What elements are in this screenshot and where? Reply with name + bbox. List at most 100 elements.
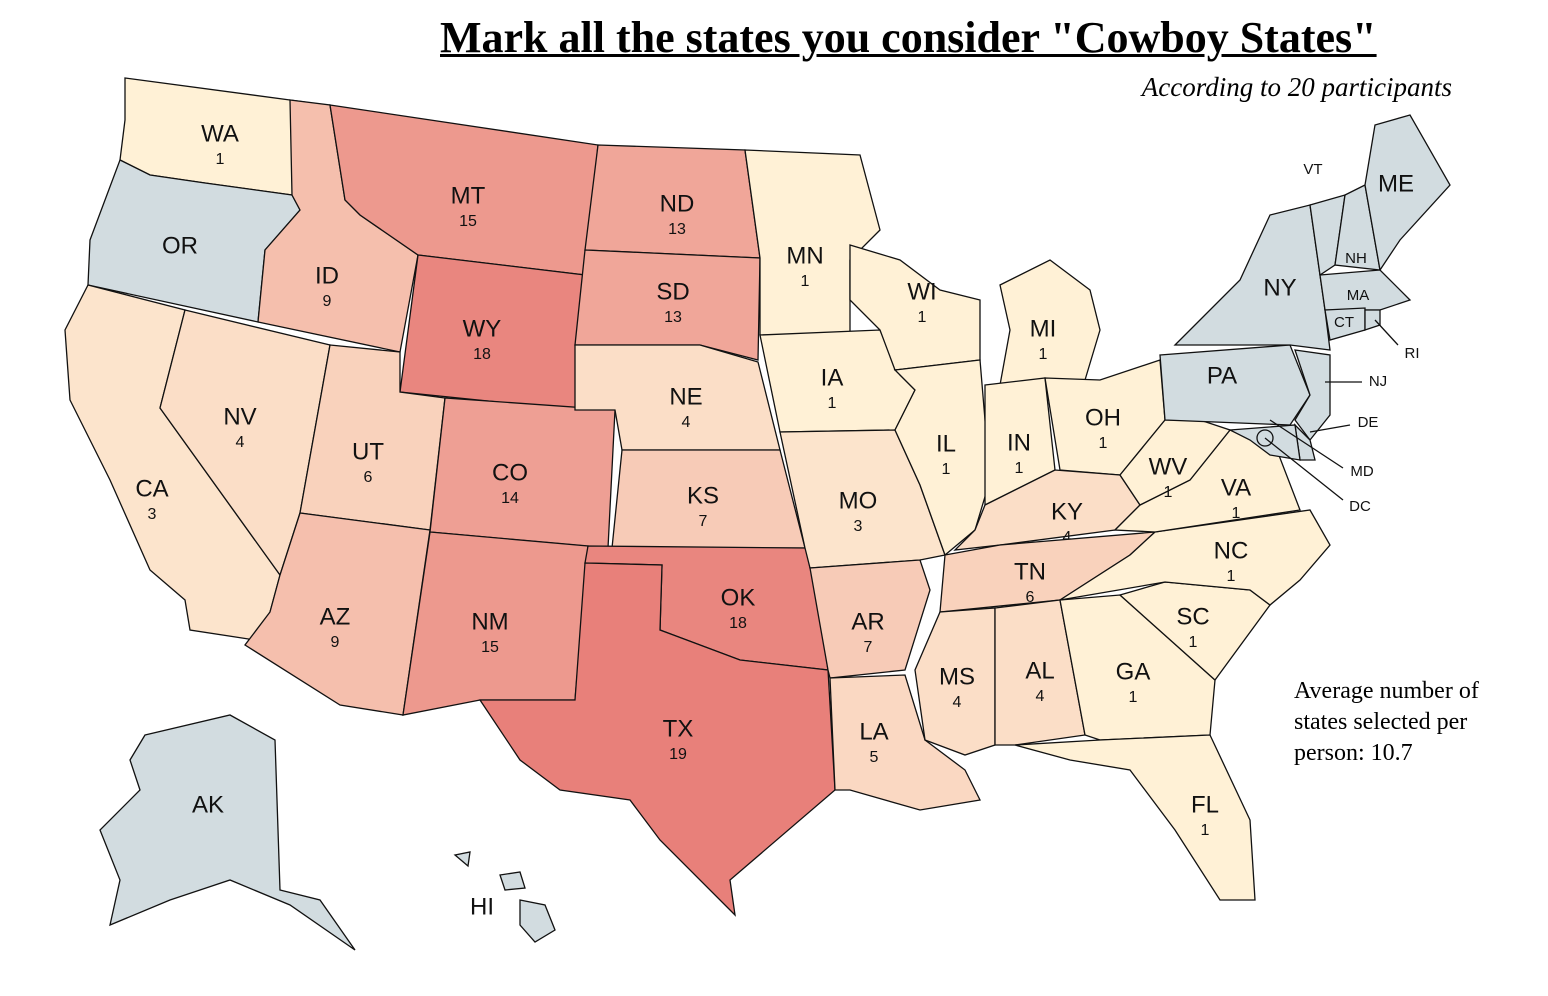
state-shape: [1159, 344, 1311, 426]
state-shape: [1319, 269, 1412, 311]
state-count: 1: [1129, 689, 1138, 706]
state-shape: [994, 599, 1086, 746]
state-label: WI: [907, 278, 936, 305]
state-count: 1: [1227, 568, 1236, 585]
state-count: 7: [699, 513, 708, 530]
state-shape: [519, 899, 556, 943]
leader-line: [1374, 319, 1399, 346]
state-count: 15: [481, 639, 499, 656]
state-label: MO: [839, 487, 878, 514]
state-count: 1: [1039, 346, 1048, 363]
state-count: 9: [331, 634, 340, 651]
state-shape: [1173, 204, 1331, 351]
state-label: OH: [1085, 404, 1121, 431]
state-label: IL: [936, 430, 956, 457]
state-count: 1: [216, 151, 225, 168]
state-count: 4: [682, 414, 691, 431]
state-count: 1: [1201, 822, 1210, 839]
state-label: NE: [669, 383, 702, 410]
state-label: CT: [1334, 314, 1354, 331]
state-shape: [478, 562, 836, 917]
state-count: 7: [864, 639, 873, 656]
state-label: NV: [223, 403, 256, 430]
state-label: LA: [859, 718, 888, 745]
state-count: 1: [1099, 435, 1108, 452]
state-label: PA: [1207, 362, 1237, 389]
state-label: VA: [1221, 474, 1251, 501]
leader-line: [1309, 424, 1351, 433]
state-label: MI: [1030, 315, 1057, 342]
state-label: AL: [1025, 657, 1054, 684]
state-label: TX: [663, 715, 694, 742]
state-label: KS: [687, 482, 719, 509]
state-label: SC: [1176, 603, 1209, 630]
state-count: 15: [459, 213, 477, 230]
state-label: TN: [1014, 558, 1046, 585]
state-label: HI: [470, 893, 494, 920]
state-label: CO: [492, 459, 528, 486]
state-label: NY: [1263, 274, 1296, 301]
state-label: NM: [471, 608, 508, 635]
state-count: 5: [870, 749, 879, 766]
state-shape: [574, 249, 761, 361]
state-count: 1: [942, 461, 951, 478]
state-label: UT: [352, 438, 384, 465]
state-label: ME: [1378, 170, 1414, 197]
state-shape: [1364, 309, 1381, 331]
state-label: GA: [1116, 658, 1151, 685]
state-shape: [809, 559, 931, 679]
state-label: NC: [1214, 537, 1249, 564]
state-label: MT: [451, 182, 486, 209]
state-count: 14: [501, 490, 519, 507]
state-shape: [99, 714, 356, 951]
state-shape: [453, 851, 471, 868]
state-label: AK: [192, 791, 224, 818]
state-label: KY: [1051, 498, 1083, 525]
state-count: 13: [664, 309, 682, 326]
state-count: 3: [148, 506, 157, 523]
state-label: OR: [162, 232, 198, 259]
state-label: ID: [315, 262, 339, 289]
state-label: DC: [1349, 498, 1371, 515]
state-label: DE: [1358, 414, 1379, 431]
state-count: 6: [1026, 589, 1035, 606]
leader-line: [1269, 419, 1344, 469]
state-label: ND: [660, 190, 695, 217]
state-label: WV: [1149, 453, 1188, 480]
state-label: IA: [821, 364, 844, 391]
state-count: 1: [1189, 634, 1198, 651]
leader-line: [1264, 437, 1344, 501]
state-count: 1: [801, 273, 810, 290]
state-count: 18: [473, 346, 491, 363]
state-count: 4: [1063, 529, 1072, 546]
state-label: RI: [1405, 345, 1420, 362]
state-shape: [499, 871, 526, 891]
state-count: 4: [953, 694, 962, 711]
state-shape: [1059, 509, 1331, 606]
state-label: MN: [786, 242, 823, 269]
state-shape: [999, 259, 1101, 386]
state-count: 6: [364, 469, 373, 486]
state-count: 1: [1232, 505, 1241, 522]
state-count: 19: [669, 746, 687, 763]
state-label: OK: [721, 584, 756, 611]
state-shape: [1014, 734, 1256, 901]
state-label: MA: [1347, 287, 1370, 304]
state-label: AR: [851, 608, 884, 635]
state-count: 18: [729, 615, 747, 632]
state-count: 4: [1036, 688, 1045, 705]
state-label: IN: [1007, 429, 1031, 456]
state-label: NH: [1345, 250, 1367, 267]
state-label: WA: [201, 120, 239, 147]
state-label: SD: [656, 278, 689, 305]
state-label: CA: [135, 475, 168, 502]
state-count: 13: [668, 221, 686, 238]
state-label: VT: [1303, 161, 1322, 178]
state-count: 4: [236, 434, 245, 451]
state-label: NJ: [1369, 373, 1387, 390]
state-shape: [829, 674, 981, 811]
state-count: 3: [854, 518, 863, 535]
state-label: WY: [463, 315, 502, 342]
subtitle: According to 20 participants: [1141, 72, 1452, 102]
